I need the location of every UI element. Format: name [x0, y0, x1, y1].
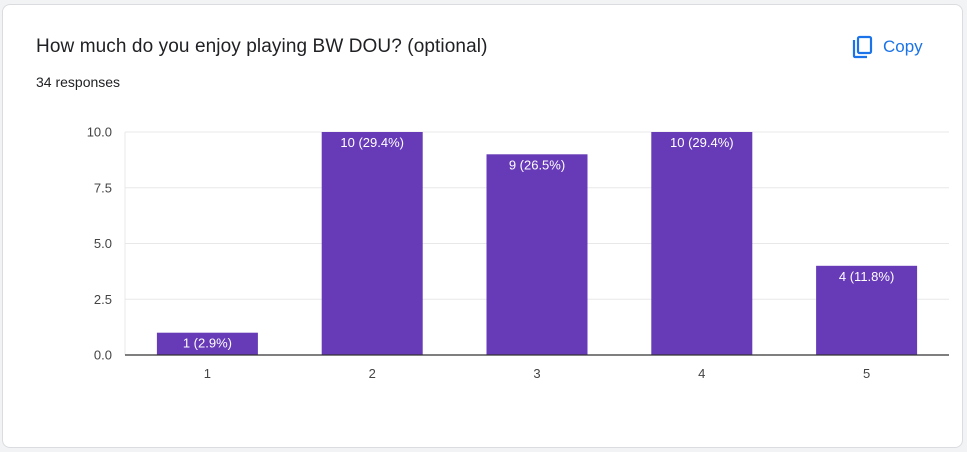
bar-data-label: 10 (29.4%) — [670, 135, 734, 150]
copy-button[interactable]: Copy — [841, 27, 933, 67]
y-tick-label: 7.5 — [94, 180, 112, 195]
bar — [156, 332, 258, 355]
bar — [486, 154, 588, 355]
copy-label: Copy — [883, 37, 923, 56]
question-card: How much do you enjoy playing BW DOU? (o… — [2, 4, 963, 448]
x-tick-label: 2 — [369, 366, 376, 381]
x-tick-label: 4 — [698, 366, 705, 381]
y-tick-label: 2.5 — [94, 292, 112, 307]
bar-data-label: 4 (11.8%) — [839, 269, 894, 284]
y-tick-label: 5.0 — [94, 236, 112, 251]
x-tick-label: 1 — [204, 366, 211, 381]
bar-data-label: 9 (26.5%) — [509, 157, 565, 172]
y-tick-label: 0.0 — [94, 348, 112, 363]
question-title: How much do you enjoy playing BW DOU? (o… — [36, 36, 488, 57]
x-tick-label: 3 — [533, 366, 540, 381]
y-tick-label: 10.0 — [87, 125, 112, 140]
bar-data-label: 1 (2.9%) — [183, 336, 232, 351]
copy-icon — [851, 35, 873, 59]
x-tick-label: 5 — [863, 366, 870, 381]
response-count: 34 responses — [36, 74, 121, 90]
bar — [816, 265, 918, 355]
bar — [651, 132, 753, 355]
bar — [321, 132, 423, 355]
bar-data-label: 10 (29.4%) — [340, 135, 404, 150]
